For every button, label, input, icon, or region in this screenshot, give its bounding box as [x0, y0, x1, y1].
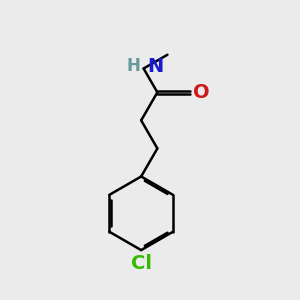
Text: Cl: Cl: [131, 254, 152, 273]
Text: O: O: [193, 83, 210, 102]
Text: H: H: [126, 57, 140, 75]
Text: N: N: [147, 57, 164, 76]
